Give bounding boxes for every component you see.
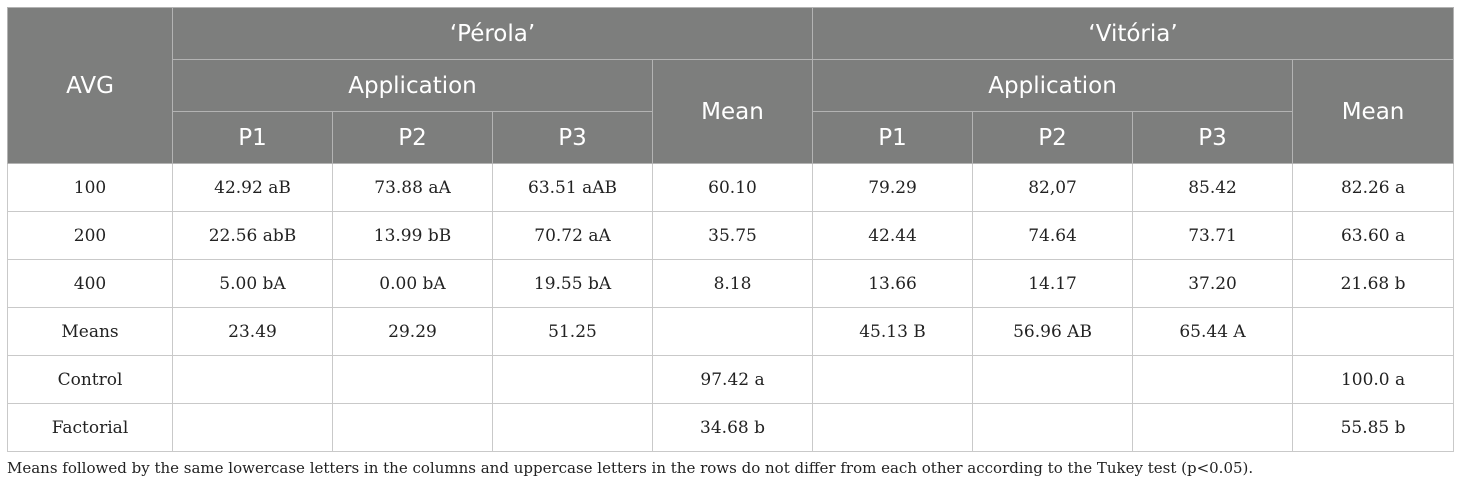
table-cell: 73.71	[1132, 211, 1294, 260]
table-header: AVG ‘Pérola’ ‘Vitória’ Application Mean …	[7, 7, 1455, 164]
table-cell: 73.88 aA	[332, 163, 493, 212]
table-body: 100 42.92 aB 73.88 aA 63.51 aAB 60.10 79…	[7, 163, 1455, 452]
table-row: Means 23.49 29.29 51.25 45.13 B 56.96 AB…	[7, 307, 1455, 356]
table-cell: 51.25	[492, 307, 653, 356]
table-cell	[812, 355, 974, 404]
row-label: 400	[7, 259, 173, 308]
table-cell: 45.13 B	[812, 307, 974, 356]
table-cell: 13.66	[812, 259, 974, 308]
table-cell: 5.00 bA	[172, 259, 333, 308]
table-cell	[172, 355, 333, 404]
header-row-periods: P1 P2 P3 P1 P2 P3	[8, 111, 1454, 164]
table-cell: 34.68 b	[651, 403, 814, 452]
perola-mean-header: Mean	[651, 59, 814, 164]
table-cell: 19.55 bA	[492, 259, 653, 308]
table-cell	[651, 307, 814, 356]
table-cell: 97.42 a	[651, 355, 814, 404]
table-cell: 63.51 aAB	[492, 163, 653, 212]
table-cell	[812, 403, 974, 452]
table-row: Control 97.42 a 100.0 a	[7, 355, 1455, 404]
row-label: 100	[7, 163, 173, 212]
vitoria-p2-header: P2	[972, 111, 1134, 164]
table-row: Factorial 34.68 b 55.85 b	[7, 403, 1455, 452]
table-cell: 70.72 aA	[492, 211, 653, 260]
table-cell	[1292, 307, 1455, 356]
table-cell	[492, 355, 653, 404]
table-cell	[172, 403, 333, 452]
table-cell: 13.99 bB	[332, 211, 493, 260]
table-cell	[972, 403, 1134, 452]
table-cell: 0.00 bA	[332, 259, 493, 308]
table-cell: 60.10	[651, 163, 814, 212]
perola-header: ‘Pérola’	[171, 7, 814, 60]
table-cell: 55.85 b	[1292, 403, 1455, 452]
vitoria-header: ‘Vitória’	[812, 7, 1455, 60]
perola-p1-header: P1	[172, 111, 333, 164]
table-cell: 29.29	[332, 307, 493, 356]
results-table: AVG ‘Pérola’ ‘Vitória’ Application Mean …	[7, 7, 1455, 452]
row-label: Means	[7, 307, 173, 356]
table-row: 100 42.92 aB 73.88 aA 63.51 aAB 60.10 79…	[7, 163, 1455, 212]
table-row: 400 5.00 bA 0.00 bA 19.55 bA 8.18 13.66 …	[7, 259, 1455, 308]
table-cell: 35.75	[651, 211, 814, 260]
table-cell: 14.17	[972, 259, 1134, 308]
table-row: 200 22.56 abB 13.99 bB 70.72 aA 35.75 42…	[7, 211, 1455, 260]
table-cell: 8.18	[651, 259, 814, 308]
table-cell: 100.0 a	[1292, 355, 1455, 404]
table-cell: 63.60 a	[1292, 211, 1455, 260]
vitoria-p3-header: P3	[1132, 111, 1294, 164]
table-cell	[972, 355, 1134, 404]
table-cell	[1132, 355, 1294, 404]
table-cell	[492, 403, 653, 452]
table-cell: 37.20	[1132, 259, 1294, 308]
header-row-cultivars: AVG ‘Pérola’ ‘Vitória’	[7, 7, 1455, 164]
vitoria-p1-header: P1	[812, 111, 974, 164]
table-cell	[1132, 403, 1294, 452]
perola-p3-header: P3	[492, 111, 653, 164]
table-cell: 56.96 AB	[972, 307, 1134, 356]
table-cell: 82,07	[972, 163, 1134, 212]
avg-header: AVG	[7, 7, 173, 164]
row-label: Control	[7, 355, 173, 404]
table-cell: 65.44 A	[1132, 307, 1294, 356]
header-row-application: Application Mean Application Mean	[8, 59, 1455, 164]
table-cell	[332, 403, 493, 452]
table-cell: 79.29	[812, 163, 974, 212]
vitoria-application-header: Application	[812, 59, 1294, 112]
table-cell: 85.42	[1132, 163, 1294, 212]
table-cell: 82.26 a	[1292, 163, 1455, 212]
table-cell: 21.68 b	[1292, 259, 1455, 308]
table-cell: 23.49	[172, 307, 333, 356]
table-footnote: Means followed by the same lowercase let…	[7, 459, 1254, 477]
table-cell: 42.44	[812, 211, 974, 260]
table-cell: 74.64	[972, 211, 1134, 260]
table-cell	[332, 355, 493, 404]
table-cell: 22.56 abB	[172, 211, 333, 260]
vitoria-mean-header: Mean	[1292, 59, 1455, 164]
table-cell: 42.92 aB	[172, 163, 333, 212]
perola-application-header: Application	[172, 59, 653, 112]
perola-p2-header: P2	[332, 111, 493, 164]
row-label: 200	[7, 211, 173, 260]
row-label: Factorial	[7, 403, 173, 452]
